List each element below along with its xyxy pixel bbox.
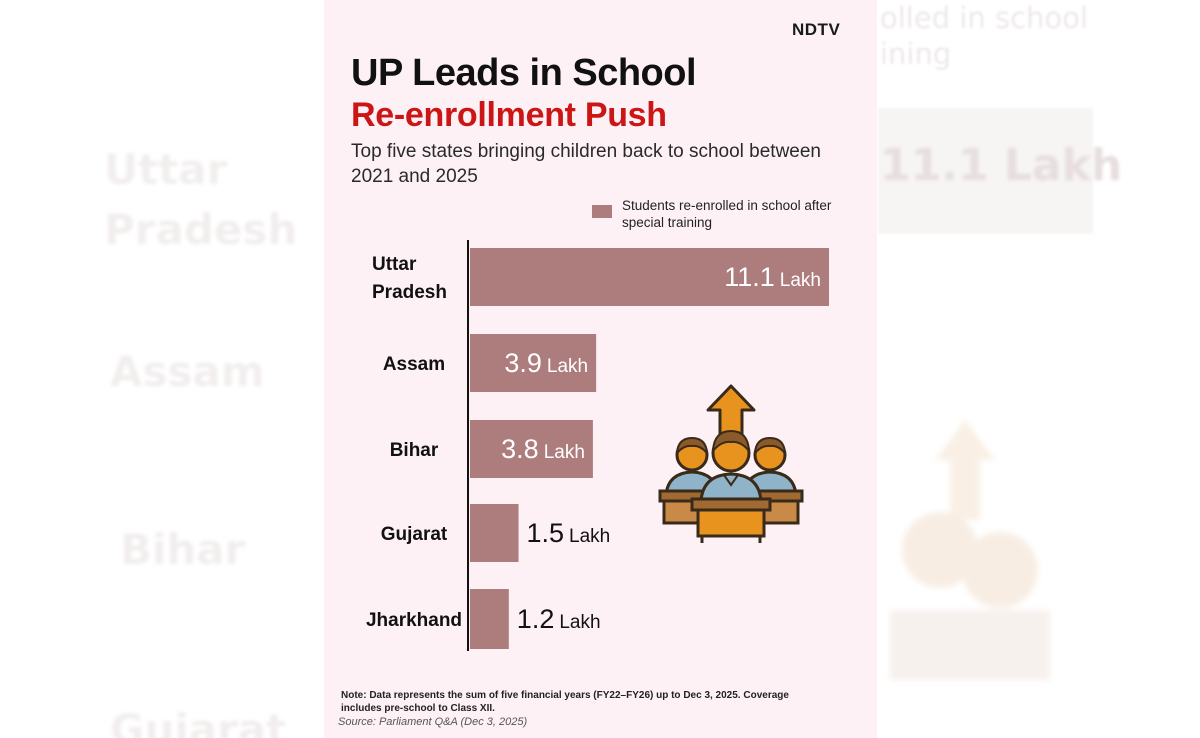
value-label: 1.2 Lakh — [517, 604, 601, 634]
bar-gujarat — [470, 504, 519, 562]
value-label: 1.5 Lakh — [527, 518, 611, 548]
bg-label-bihar: Bihar — [120, 525, 246, 574]
value-label: 11.1 Lakh — [724, 262, 821, 292]
page-title-accent: Re-enrollment Push — [351, 96, 667, 134]
subtitle: Top five states bringing children back t… — [351, 141, 821, 187]
bg-label-up: Uttar Pradesh — [104, 145, 298, 254]
category-label: Jharkhand — [366, 610, 462, 631]
bg-right-value: 11.1 Lakh — [880, 140, 1123, 191]
category-label: Uttar Pradesh — [372, 254, 447, 303]
value-label: 3.9 Lakh — [504, 348, 588, 378]
page-title: UP Leads in School — [351, 52, 697, 94]
bg-right-band — [878, 108, 1093, 234]
bar-jharkhand — [470, 589, 509, 649]
bg-illustration — [890, 420, 1050, 680]
chart-legend: Students re-enrolled in school after spe… — [592, 197, 842, 231]
infographic-card: NDTV UP Leads in School Re-enrollment Pu… — [324, 0, 877, 738]
ndtv-logo: NDTV — [792, 20, 841, 39]
category-label: Bihar — [390, 440, 439, 461]
bar-bihar — [470, 420, 593, 478]
chart-source: Source: Parliament Q&A (Dec 3, 2025) — [338, 716, 528, 728]
category-label: Gujarat — [381, 524, 448, 545]
chart-note: Note: Data represents the sum of five fi… — [341, 690, 789, 714]
legend-swatch — [592, 205, 612, 218]
bg-label-assam: Assam — [110, 347, 265, 396]
bg-label-gujarat: Gujarat — [110, 705, 287, 738]
bar-uttar-pradesh — [470, 248, 829, 306]
value-label: 3.8 Lakh — [501, 434, 585, 464]
bg-top-text: olled in school ining — [880, 1, 1088, 71]
bar-chart: Uttar Pradesh 11.1 Lakh Assam 3.9 Lakh Bihar 3.8… — [366, 240, 829, 651]
category-label: Assam — [383, 354, 445, 375]
legend-label: Students re-enrolled in school after spe… — [622, 198, 832, 230]
bar-assam — [470, 334, 597, 392]
students-illustration — [658, 384, 804, 543]
